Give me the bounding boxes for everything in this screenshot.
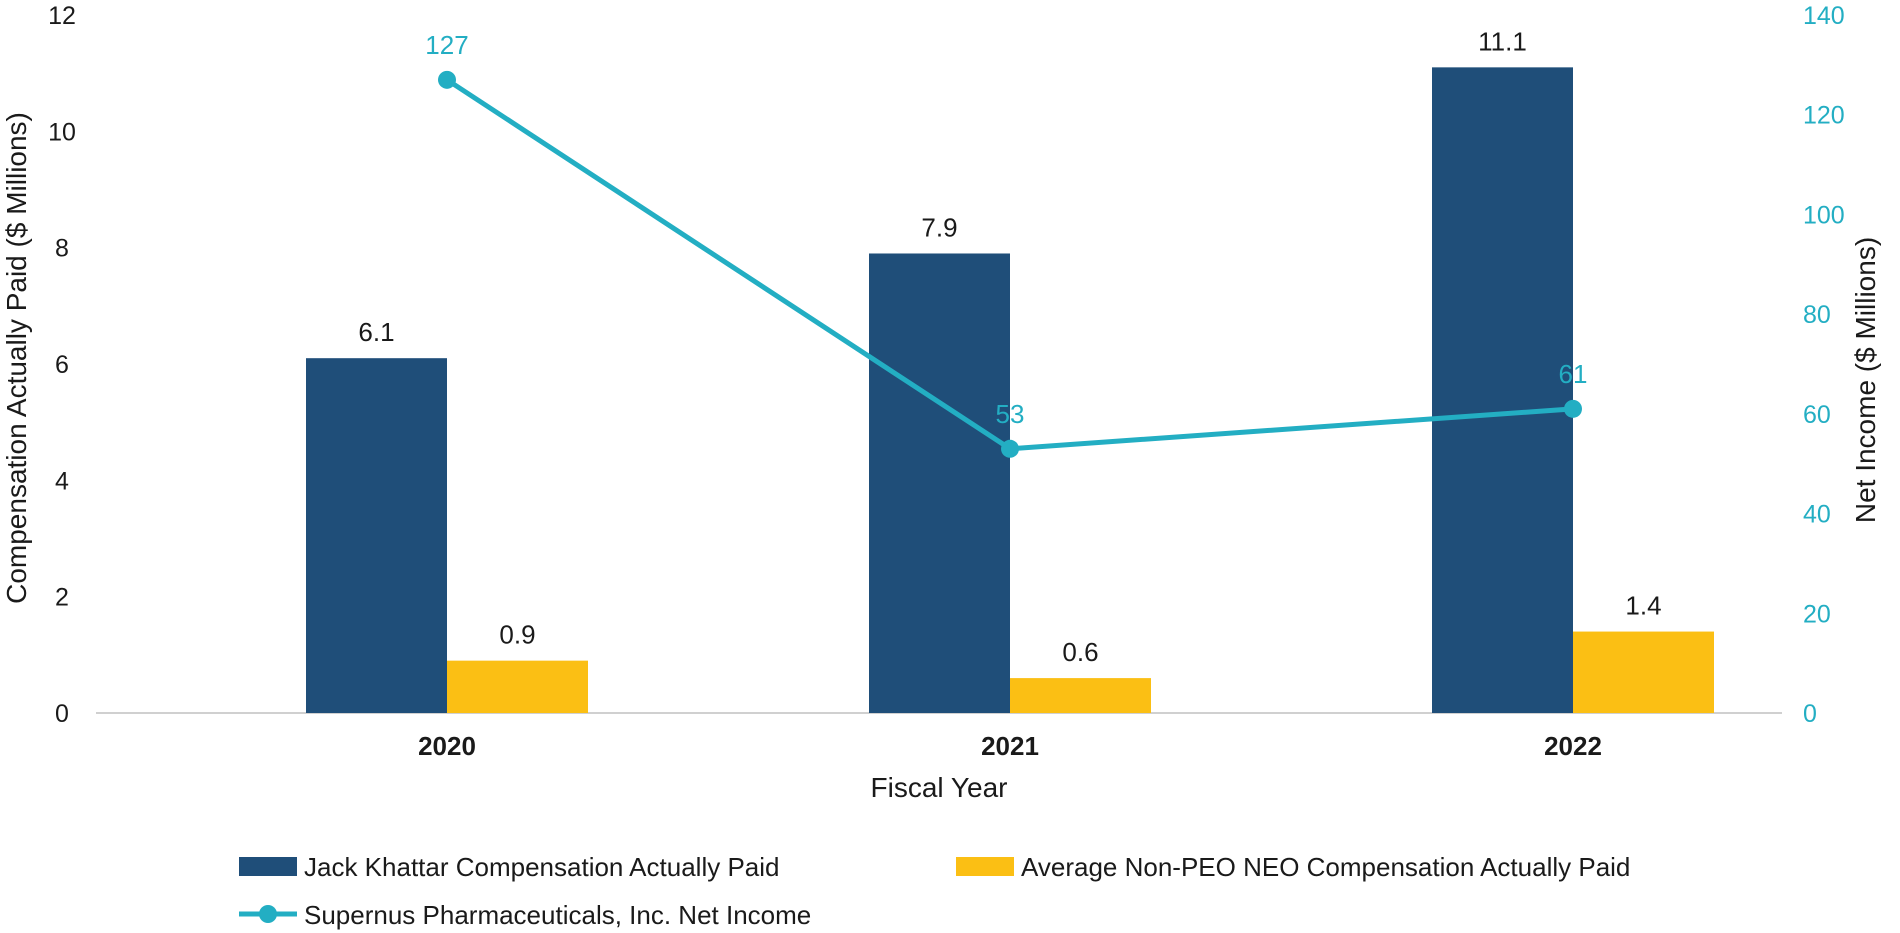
y-left-axis-title: Compensation Actually Paid ($ Millions) — [1, 112, 32, 604]
net-income-point-2022 — [1564, 399, 1582, 418]
legend-label-net-income: Supernus Pharmaceuticals, Inc. Net Incom… — [304, 900, 811, 930]
y-right-tick-20: 20 — [1803, 600, 1831, 628]
bar-series-group: 6.1 7.9 11.1 0.9 0.6 1.4 — [306, 26, 1714, 714]
left-axis-ticks: 0 2 4 6 8 10 12 — [48, 2, 76, 728]
y-left-tick-2: 2 — [55, 584, 69, 612]
legend-swatch-ceo — [239, 857, 297, 876]
y-left-tick-6: 6 — [55, 351, 69, 379]
bar-ceo-2022 — [1432, 67, 1573, 714]
x-tick-2022: 2022 — [1544, 731, 1602, 761]
bar-ceo-2020 — [306, 358, 447, 713]
right-axis-ticks: 0 20 40 60 80 100 120 140 — [1803, 2, 1845, 728]
x-tick-2021: 2021 — [981, 731, 1039, 761]
y-right-tick-140: 140 — [1803, 2, 1845, 30]
legend-label-ceo: Jack Khattar Compensation Actually Paid — [304, 852, 779, 882]
y-right-axis-title: Net Income ($ Millions) — [1850, 237, 1881, 523]
y-left-tick-10: 10 — [48, 118, 76, 146]
y-left-tick-4: 4 — [55, 467, 69, 495]
net-income-label-2021: 53 — [996, 399, 1025, 429]
y-left-tick-8: 8 — [55, 235, 69, 263]
x-axis-title: Fiscal Year — [871, 772, 1008, 803]
y-right-tick-60: 60 — [1803, 401, 1831, 429]
data-label-neo-2022: 1.4 — [1625, 591, 1661, 621]
category-labels: 2020 2021 2022 — [418, 731, 1602, 761]
legend-swatch-neo — [956, 857, 1014, 876]
data-label-ceo-2022: 11.1 — [1478, 26, 1527, 56]
net-income-point-2020 — [438, 70, 456, 89]
data-label-neo-2021: 0.6 — [1062, 637, 1098, 667]
data-label-ceo-2021: 7.9 — [921, 212, 957, 242]
data-label-ceo-2020: 6.1 — [358, 317, 394, 347]
legend: Jack Khattar Compensation Actually Paid … — [239, 852, 1630, 930]
legend-label-neo: Average Non-PEO NEO Compensation Actuall… — [1021, 852, 1630, 882]
data-label-neo-2020: 0.9 — [499, 620, 535, 650]
x-tick-2020: 2020 — [418, 731, 476, 761]
y-left-tick-12: 12 — [48, 2, 76, 30]
y-right-tick-120: 120 — [1803, 102, 1845, 130]
bar-neo-2021 — [1010, 678, 1151, 713]
y-left-tick-0: 0 — [55, 700, 69, 728]
net-income-label-2020: 127 — [425, 30, 468, 60]
legend-marker-net-income — [259, 905, 277, 923]
bar-ceo-2021 — [869, 253, 1010, 713]
net-income-point-2021 — [1001, 439, 1019, 458]
y-right-tick-0: 0 — [1803, 700, 1817, 728]
y-right-tick-100: 100 — [1803, 201, 1845, 229]
bar-neo-2020 — [447, 660, 588, 713]
net-income-label-2022: 61 — [1559, 359, 1588, 389]
bar-neo-2022 — [1573, 631, 1714, 713]
y-right-tick-80: 80 — [1803, 301, 1831, 329]
y-right-tick-40: 40 — [1803, 501, 1831, 529]
line-series-group: 127 53 61 — [425, 30, 1587, 458]
